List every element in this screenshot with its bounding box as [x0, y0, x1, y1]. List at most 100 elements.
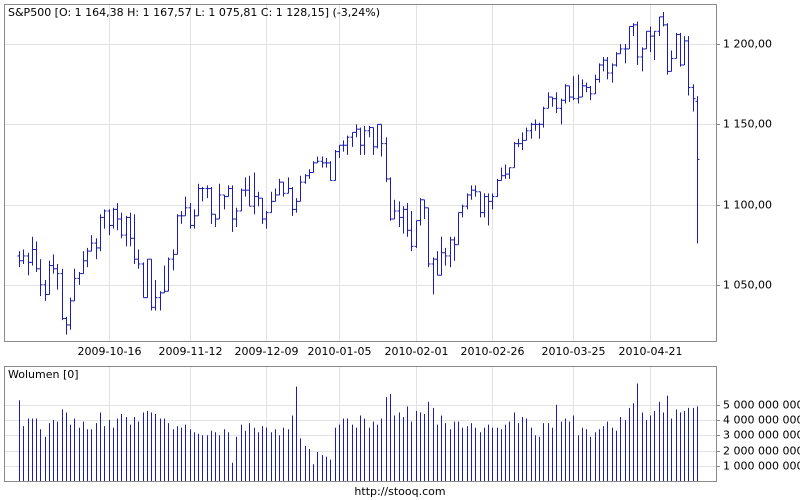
volume-bar	[317, 452, 318, 481]
y-tick-label: 3 000 000 000	[723, 429, 800, 442]
volume-bar	[288, 429, 289, 481]
volume-bar	[326, 456, 327, 481]
volume-bar	[642, 412, 643, 481]
volume-bar	[241, 424, 242, 481]
volume-bar	[185, 424, 186, 481]
volume-bar	[620, 417, 621, 481]
volume-bar	[19, 400, 20, 481]
volume-bar	[650, 415, 651, 481]
y-tick-label: 1 050,00	[723, 279, 772, 292]
volume-bar	[104, 426, 105, 481]
volume-bar	[445, 423, 446, 481]
volume-bar	[254, 427, 255, 481]
volume-bar	[688, 407, 689, 481]
volume-bar	[424, 413, 425, 481]
volume-bar	[224, 429, 225, 481]
volume-bar	[680, 412, 681, 481]
volume-bar	[202, 435, 203, 481]
volume-bar	[283, 427, 284, 481]
volume-bar	[177, 426, 178, 481]
volume-bar	[91, 429, 92, 481]
volume-bar	[437, 424, 438, 481]
volume-bar	[458, 421, 459, 481]
y-tick-label: 1 200,00	[723, 38, 772, 51]
x-tick-label: 2009-12-09	[235, 345, 299, 358]
volume-bar	[258, 432, 259, 481]
volume-bar	[83, 421, 84, 481]
volume-bar	[420, 412, 421, 481]
volume-bar	[377, 424, 378, 481]
volume-bar	[471, 423, 472, 481]
volume-bar	[684, 410, 685, 481]
x-tick-label: 2010-02-26	[461, 345, 525, 358]
volume-bar	[595, 432, 596, 481]
volume-bar	[633, 403, 634, 481]
price-header: S&P500 [O: 1 164,38 H: 1 167,57 L: 1 075…	[8, 6, 380, 19]
volume-bar	[659, 401, 660, 481]
volume-bar	[236, 436, 237, 481]
volume-bar	[40, 429, 41, 481]
volume-bar	[151, 412, 152, 481]
y-tick-label: 1 000 000 000	[723, 460, 800, 473]
y-tick-label: 4 000 000 000	[723, 414, 800, 427]
volume-bar	[249, 423, 250, 481]
volume-bar	[57, 421, 58, 481]
footer: http://stooq.com	[354, 485, 445, 498]
volume-bar	[531, 427, 532, 481]
volume-bar	[100, 412, 101, 481]
volume-bar	[160, 418, 161, 481]
volume-bar	[313, 464, 314, 481]
volume-bar	[411, 421, 412, 481]
volume-bar	[556, 404, 557, 481]
x-tick-label: 2010-03-25	[542, 345, 606, 358]
volume-bar	[364, 418, 365, 481]
price-panel-frame	[4, 4, 717, 342]
volume-bar	[130, 424, 131, 481]
volume-bar	[462, 427, 463, 481]
x-tick-label: 2009-10-16	[78, 345, 142, 358]
x-tick-label: 2010-04-21	[619, 345, 683, 358]
volume-bar	[552, 427, 553, 481]
volume-bar	[509, 421, 510, 481]
volume-bar	[296, 386, 297, 481]
volume-bar	[394, 415, 395, 481]
volume-bar	[343, 418, 344, 481]
volume-bar	[305, 445, 306, 481]
volume-bar	[518, 423, 519, 481]
volume-bar	[96, 423, 97, 481]
volume-bar	[207, 435, 208, 481]
volume-bar	[117, 418, 118, 481]
volume-bar	[360, 415, 361, 481]
volume-bar	[386, 397, 387, 481]
volume-bar	[599, 429, 600, 481]
volume-bar	[330, 459, 331, 481]
volume-bar	[565, 418, 566, 481]
volume-bar	[561, 421, 562, 481]
volume-bar	[480, 432, 481, 481]
volume-bar	[190, 429, 191, 481]
volume-bar	[134, 417, 135, 481]
volume-panel-frame	[4, 366, 717, 482]
volume-bar	[275, 429, 276, 481]
volume-bar	[262, 426, 263, 481]
volume-bar	[505, 424, 506, 481]
volume-bar	[625, 420, 626, 481]
volume-bar	[646, 420, 647, 481]
volume-bar	[173, 429, 174, 481]
volume-bar	[121, 413, 122, 481]
volume-bar	[390, 394, 391, 481]
volume-bar	[484, 427, 485, 481]
volume-bar	[143, 412, 144, 481]
volume-bar	[215, 432, 216, 481]
volume-bar	[292, 415, 293, 481]
volume-bar	[399, 412, 400, 481]
volume-bar	[339, 424, 340, 481]
volume-bar	[543, 423, 544, 481]
volume-bar	[697, 406, 698, 481]
volume-bar	[109, 420, 110, 481]
volume-bar	[245, 430, 246, 481]
volume-bar	[514, 412, 515, 481]
y-tick-label: 2 000 000 000	[723, 445, 800, 458]
volume-bar	[62, 409, 63, 481]
